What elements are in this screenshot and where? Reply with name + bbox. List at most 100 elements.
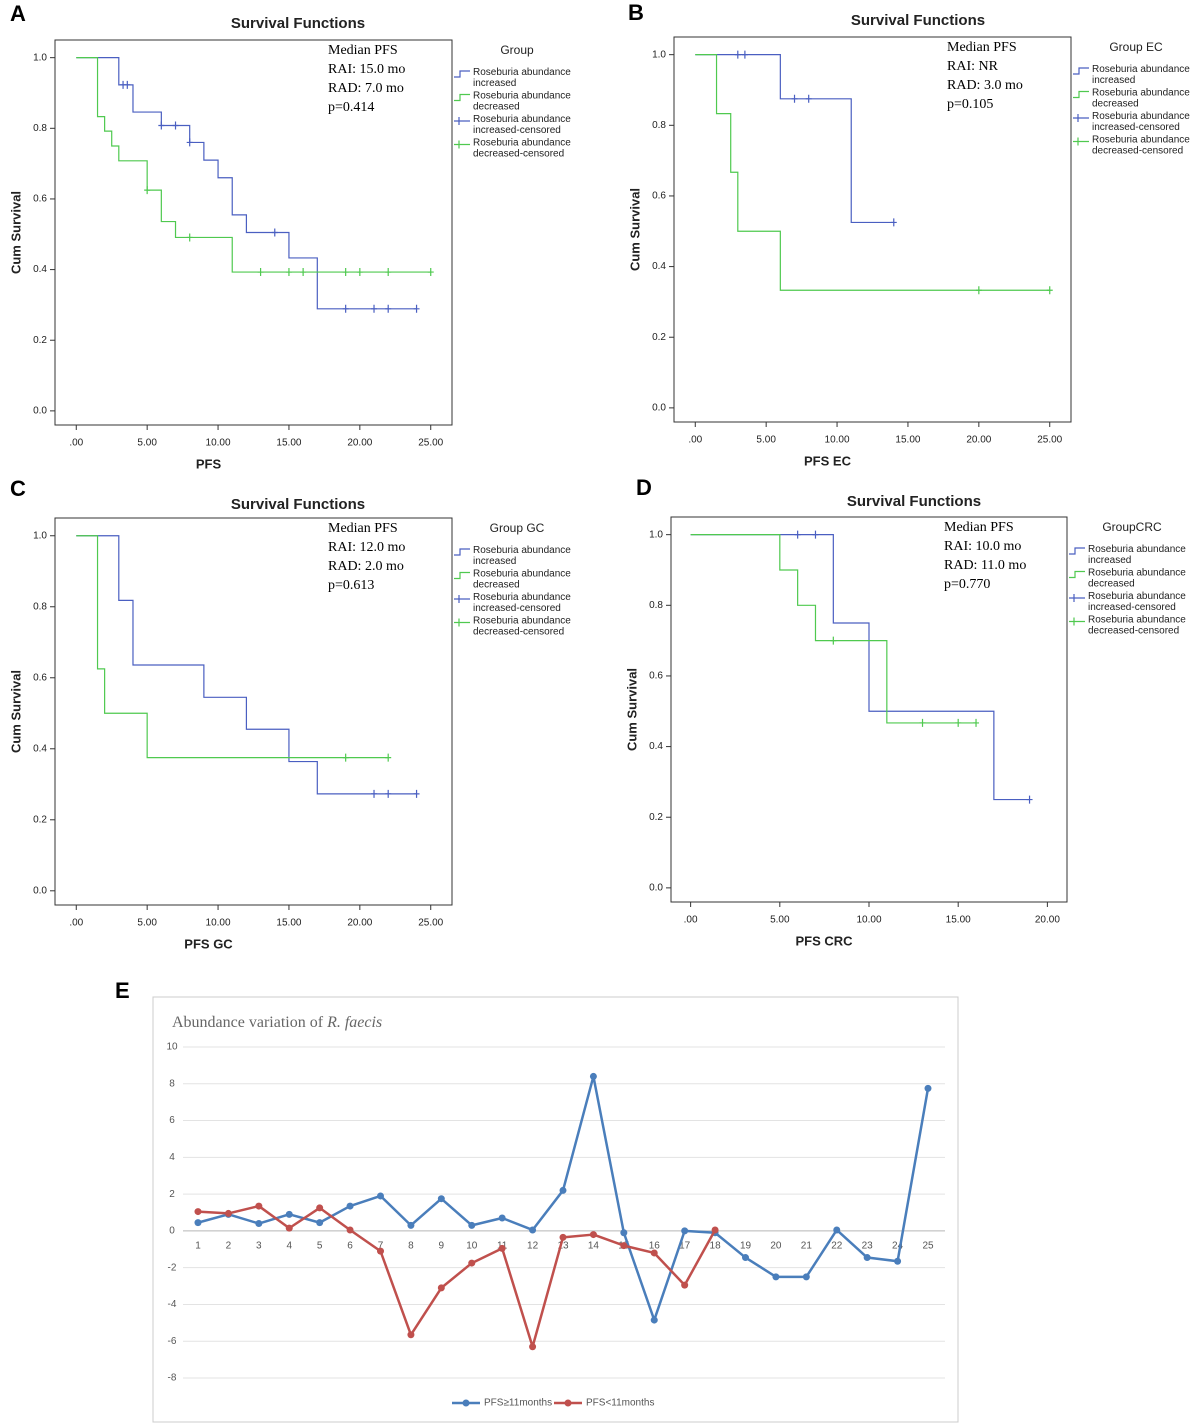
censor-mark xyxy=(413,789,420,798)
y-tick-label: 1.0 xyxy=(649,529,663,540)
censor-mark xyxy=(342,304,349,313)
annotation: p=0.770 xyxy=(944,577,990,592)
x-tick-label: 5.00 xyxy=(756,435,776,446)
annotation: Median PFS xyxy=(944,520,1014,535)
x-tick-label: 2 xyxy=(226,1241,232,1252)
data-point xyxy=(255,1202,263,1210)
y-tick-label: 4 xyxy=(169,1152,175,1163)
legend-line: decreased-censored xyxy=(1092,145,1183,156)
y-tick-label: 0.2 xyxy=(649,812,663,823)
censor-mark xyxy=(257,268,264,277)
y-tick-label: 0.2 xyxy=(652,332,666,343)
censor-mark xyxy=(385,789,392,798)
survival-line xyxy=(76,57,431,273)
legend-line: Roseburia abundance xyxy=(473,615,574,626)
legend-line: increased xyxy=(1092,75,1135,86)
x-tick-label: 6 xyxy=(347,1241,353,1252)
survival-line xyxy=(690,534,977,724)
legend-line: decreased xyxy=(473,579,520,590)
x-tick-label: 14 xyxy=(588,1241,600,1252)
y-tick-label: 0.4 xyxy=(652,261,666,272)
data-point xyxy=(255,1220,263,1228)
legend-line: Roseburia abundance xyxy=(473,568,574,579)
x-tick-label: 25.00 xyxy=(418,918,443,929)
legend-line: Roseburia abundance xyxy=(1088,567,1189,578)
legend-line: decreased-censored xyxy=(1088,625,1179,636)
data-point xyxy=(346,1226,354,1234)
legend-line: Roseburia abundance xyxy=(473,114,574,125)
y-tick-label: 0.2 xyxy=(33,335,47,346)
x-tick-label: 5.00 xyxy=(137,918,157,929)
data-point xyxy=(316,1219,324,1227)
data-point xyxy=(437,1284,445,1292)
y-tick-label: 0.6 xyxy=(649,671,663,682)
legend-line: Roseburia abundance xyxy=(1088,614,1189,625)
legend-label: Roseburia abundance decreased xyxy=(1092,87,1193,109)
x-tick-label: 23 xyxy=(862,1241,874,1252)
x-tick-label: 24 xyxy=(892,1241,904,1252)
x-tick-label: 21 xyxy=(801,1241,813,1252)
censor-mark xyxy=(794,530,801,539)
censor-mark xyxy=(791,94,798,103)
legend-line: Roseburia abundance xyxy=(1092,64,1193,75)
annotation: RAI: NR xyxy=(947,59,999,74)
annotation: RAD: 7.0 mo xyxy=(328,81,404,96)
x-tick-label: 25 xyxy=(922,1241,934,1252)
legend-line: decreased xyxy=(1088,578,1135,589)
x-tick-label: .00 xyxy=(684,915,698,926)
x-tick-label: 17 xyxy=(679,1241,691,1252)
legend-label: Roseburia abundance decreased xyxy=(473,90,574,112)
y-tick-label: -4 xyxy=(168,1299,177,1310)
legend-line: decreased-censored xyxy=(473,626,564,637)
y-tick-label: 1.0 xyxy=(33,52,47,63)
panel-label: A xyxy=(10,1,26,26)
x-tick-label: 5 xyxy=(317,1241,323,1252)
censor-mark xyxy=(741,50,748,59)
x-tick-label: 7 xyxy=(378,1241,384,1252)
y-tick-label: 0.8 xyxy=(649,600,663,611)
x-tick-label: 5.00 xyxy=(137,438,157,449)
legend-symbol xyxy=(1073,90,1089,99)
data-point xyxy=(407,1221,415,1229)
censor-mark xyxy=(342,753,349,762)
legend-symbol xyxy=(454,571,470,580)
chart-title: Abundance variation of R. faecis xyxy=(172,1014,382,1031)
legend-symbol xyxy=(1073,67,1089,75)
annotation: RAD: 2.0 mo xyxy=(328,559,404,574)
x-tick-label: 25.00 xyxy=(1037,435,1062,446)
y-axis-label: Cum Survival xyxy=(8,670,23,753)
legend-symbol xyxy=(454,618,470,627)
survival-line xyxy=(76,535,417,795)
plot-frame xyxy=(54,39,453,426)
panel-label: D xyxy=(636,475,652,500)
data-point xyxy=(559,1233,567,1241)
x-axis-label: PFS GC xyxy=(184,936,233,951)
panel-label: C xyxy=(10,476,26,501)
legend-line: Roseburia abundance xyxy=(473,545,574,556)
x-tick-label: 5.00 xyxy=(770,915,790,926)
legend-line: decreased xyxy=(1092,98,1139,109)
censor-mark xyxy=(158,121,165,130)
data-point xyxy=(468,1221,476,1229)
y-tick-label: 0.6 xyxy=(652,191,666,202)
survival-line xyxy=(695,54,1050,291)
x-tick-label: 10.00 xyxy=(825,435,850,446)
data-point xyxy=(620,1242,628,1250)
legend-symbol xyxy=(454,140,470,149)
x-axis-label: PFS EC xyxy=(804,453,852,468)
x-tick-label: 15.00 xyxy=(895,435,920,446)
legend-label: Roseburia abundance increased xyxy=(473,67,574,89)
data-point xyxy=(620,1229,628,1237)
data-point xyxy=(894,1257,902,1265)
legend-symbol xyxy=(1073,137,1089,146)
censor-mark xyxy=(413,304,420,313)
y-tick-label: -2 xyxy=(168,1262,177,1273)
x-tick-label: .00 xyxy=(688,435,702,446)
data-point xyxy=(772,1273,780,1281)
annotation: p=0.105 xyxy=(947,97,993,112)
censor-mark xyxy=(812,530,819,539)
x-tick-label: 15.00 xyxy=(946,915,971,926)
censor-mark xyxy=(172,121,179,130)
x-tick-label: 3 xyxy=(256,1241,262,1252)
legend-label: Roseburia abundance increased-censored xyxy=(473,592,574,614)
